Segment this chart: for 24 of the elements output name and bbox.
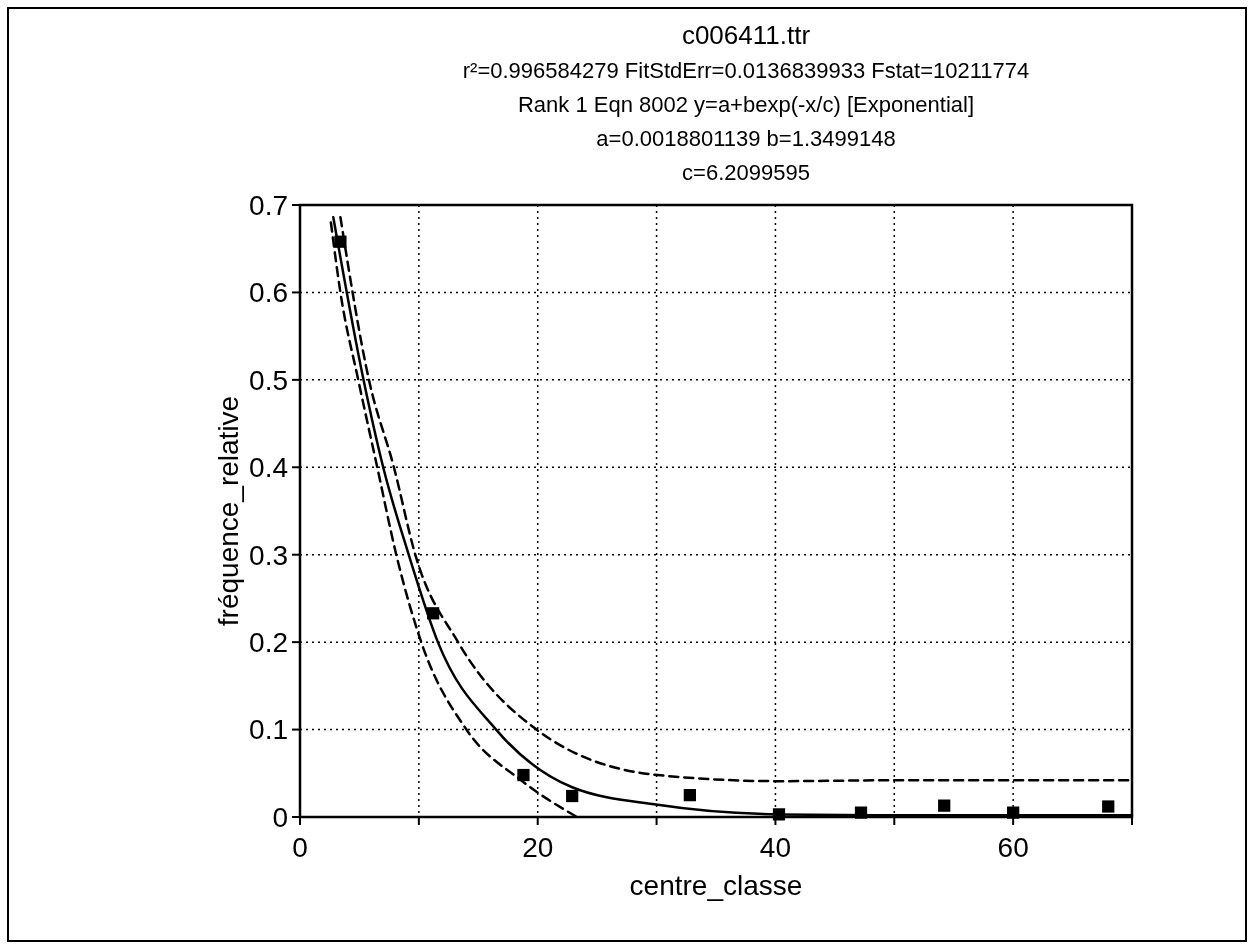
- y-tick-label: 0.7: [249, 189, 288, 221]
- y-tick-label: 0.4: [249, 452, 288, 484]
- chart-subtitle: r²=0.996584279 FitStdErr=0.0136839933 Fstat=10211774: [462, 58, 1030, 83]
- x-tick-label: 40: [759, 832, 792, 863]
- y-tick-label: 0.3: [249, 539, 288, 571]
- y-axis-title: fréquence_relative: [213, 395, 244, 627]
- point: [938, 799, 951, 812]
- y-tick-label: 0.6: [249, 277, 288, 309]
- y-tick-label: 0.5: [249, 364, 288, 396]
- point: [683, 789, 696, 802]
- y-tick-label: 0.2: [249, 626, 288, 658]
- chart-title: c006411.ttr: [681, 20, 811, 50]
- x-tick-label: 20: [522, 832, 554, 863]
- text: a=0.0018801139 b=1.3499148: [596, 126, 896, 151]
- text: Rank 1 Eqn 8002 y=a+bexp(-x/c) [Exponential]: [517, 92, 975, 117]
- point: [517, 768, 530, 782]
- y-tick-label: 0.1: [249, 714, 288, 746]
- point: [1102, 800, 1115, 813]
- x-tick-label: 0: [292, 832, 308, 863]
- text: c=6.2099595: [682, 160, 810, 185]
- x-tick-label: 60: [997, 832, 1029, 863]
- y-tick-label: 0: [272, 801, 288, 833]
- point: [566, 789, 579, 803]
- x-axis-title: centre_classe: [629, 870, 803, 901]
